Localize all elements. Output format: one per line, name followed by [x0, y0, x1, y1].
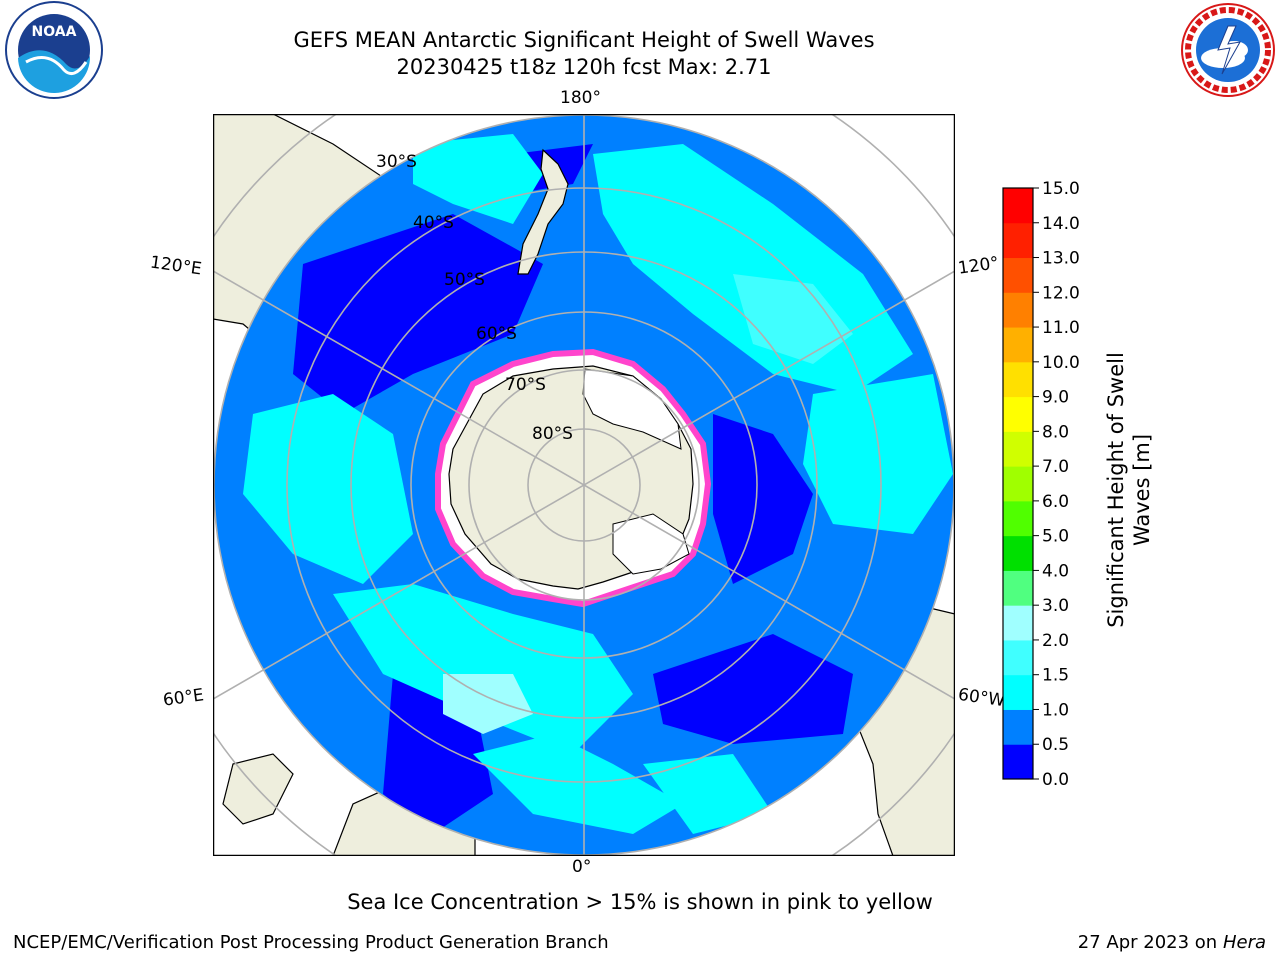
colorbar-tick-label: 8.0 — [1042, 422, 1069, 442]
colorbar-swatches — [1003, 188, 1033, 780]
colorbar-tick-label: 10.0 — [1042, 353, 1080, 373]
polar-map — [213, 114, 955, 856]
colorbar-tick-label: 5.0 — [1042, 527, 1069, 547]
parallel-label-40s: 40°S — [413, 213, 454, 233]
sea-ice-note: Sea Ice Concentration > 15% is shown in … — [347, 890, 933, 914]
low-swell-region — [653, 634, 853, 744]
low-swell-region — [713, 414, 813, 584]
mid-swell-region — [803, 374, 953, 534]
noaa-logo-text: NOAA — [32, 24, 77, 40]
nws-logo — [1181, 3, 1275, 97]
meridian-label-180: 180° — [560, 88, 601, 108]
colorbar-tick-label: 0.0 — [1042, 770, 1069, 790]
parallel-label-60s: 60°S — [476, 324, 517, 344]
colorbar-swatch — [1003, 222, 1033, 259]
colorbar-swatch — [1003, 709, 1033, 745]
colorbar-tick-label: 12.0 — [1042, 283, 1080, 303]
colorbar-tick-label: 0.5 — [1042, 735, 1069, 755]
colorbar-ticks: 0.0 0.5 1.0 1.5 2.0 3.0 4.0 5.0 6.0 7.0 8.0 9.0 10.0… — [1033, 180, 1080, 790]
colorbar-tick-label: 11.0 — [1042, 318, 1080, 338]
parallel-label-70s: 70°S — [505, 375, 546, 395]
colorbar-swatch — [1003, 535, 1033, 571]
colorbar-swatch — [1003, 674, 1033, 710]
parallel-label-80s: 80°S — [532, 424, 573, 444]
colorbar-tick-label: 9.0 — [1042, 388, 1069, 408]
colorbar-tick-label: 15.0 — [1042, 180, 1080, 199]
date-value: 27 Apr 2023 on — [1077, 932, 1218, 953]
high-swell-region — [733, 274, 853, 364]
new-zealand-land — [517, 148, 569, 275]
colorbar-label-line2: Waves [m] — [1130, 434, 1154, 546]
meridian-label-0: 0° — [572, 857, 592, 877]
noaa-logo: NOAA — [5, 1, 103, 99]
chart-subtitle: 20230425 t18z 120h fcst Max: 2.71 — [396, 55, 772, 79]
colorbar-tick-label: 14.0 — [1042, 214, 1080, 234]
colorbar-swatch — [1003, 188, 1033, 224]
map-border — [213, 114, 955, 856]
colorbar-tick-label: 1.0 — [1042, 700, 1069, 720]
low-swell-region — [293, 214, 543, 414]
colorbar-swatch — [1003, 431, 1033, 467]
colorbar-swatch — [1003, 327, 1033, 363]
mid-swell-region — [643, 754, 773, 834]
colorbar-swatch — [1003, 257, 1033, 293]
mid-swell-region — [243, 394, 413, 584]
credit-text: NCEP/EMC/Verification Post Processing Pr… — [13, 932, 609, 953]
meridian-label-60e: 60°E — [161, 685, 206, 711]
colorbar-tick-label: 2.0 — [1042, 631, 1069, 651]
chart-title: GEFS MEAN Antarctic Significant Height o… — [293, 28, 875, 52]
mid-swell-region — [413, 134, 543, 224]
colorbar-tick-label: 3.0 — [1042, 596, 1069, 616]
colorbar-label-line1: Significant Height of Swell — [1104, 352, 1128, 628]
colorbar-tick-label: 4.0 — [1042, 561, 1069, 581]
colorbar-frame — [1002, 187, 1034, 780]
colorbar-swatch — [1003, 396, 1033, 432]
colorbar-swatch — [1003, 639, 1033, 676]
colorbar-tick-label: 6.0 — [1042, 492, 1069, 512]
mid-swell-region — [333, 584, 633, 754]
high-swell-region — [443, 674, 533, 734]
colorbar: 0.0 0.5 1.0 1.5 2.0 3.0 4.0 5.0 6.0 7.0 8.0 9.0 10.0… — [1002, 180, 1154, 790]
colorbar-tick-label: 1.5 — [1042, 666, 1069, 686]
date-text: 27 Apr 2023 on Hera — [1078, 932, 1266, 953]
colorbar-swatch — [1003, 466, 1033, 502]
meridian-label-120e: 120°E — [148, 252, 203, 280]
weddell-ice-shelf — [612, 513, 690, 575]
parallel-label-30s: 30°S — [376, 152, 417, 172]
mid-swell-region — [473, 734, 683, 834]
colorbar-tick-label: 13.0 — [1042, 249, 1080, 269]
colorbar-swatch — [1003, 570, 1033, 606]
colorbar-tick-label: 7.0 — [1042, 457, 1069, 477]
parallel-label-50s: 50°S — [444, 270, 485, 290]
colorbar-swatch — [1003, 605, 1033, 641]
colorbar-swatch — [1003, 500, 1033, 537]
colorbar-swatch — [1003, 292, 1033, 328]
host-name: Hera — [1222, 932, 1266, 953]
colorbar-swatch — [1003, 744, 1033, 780]
colorbar-swatch — [1003, 361, 1033, 398]
